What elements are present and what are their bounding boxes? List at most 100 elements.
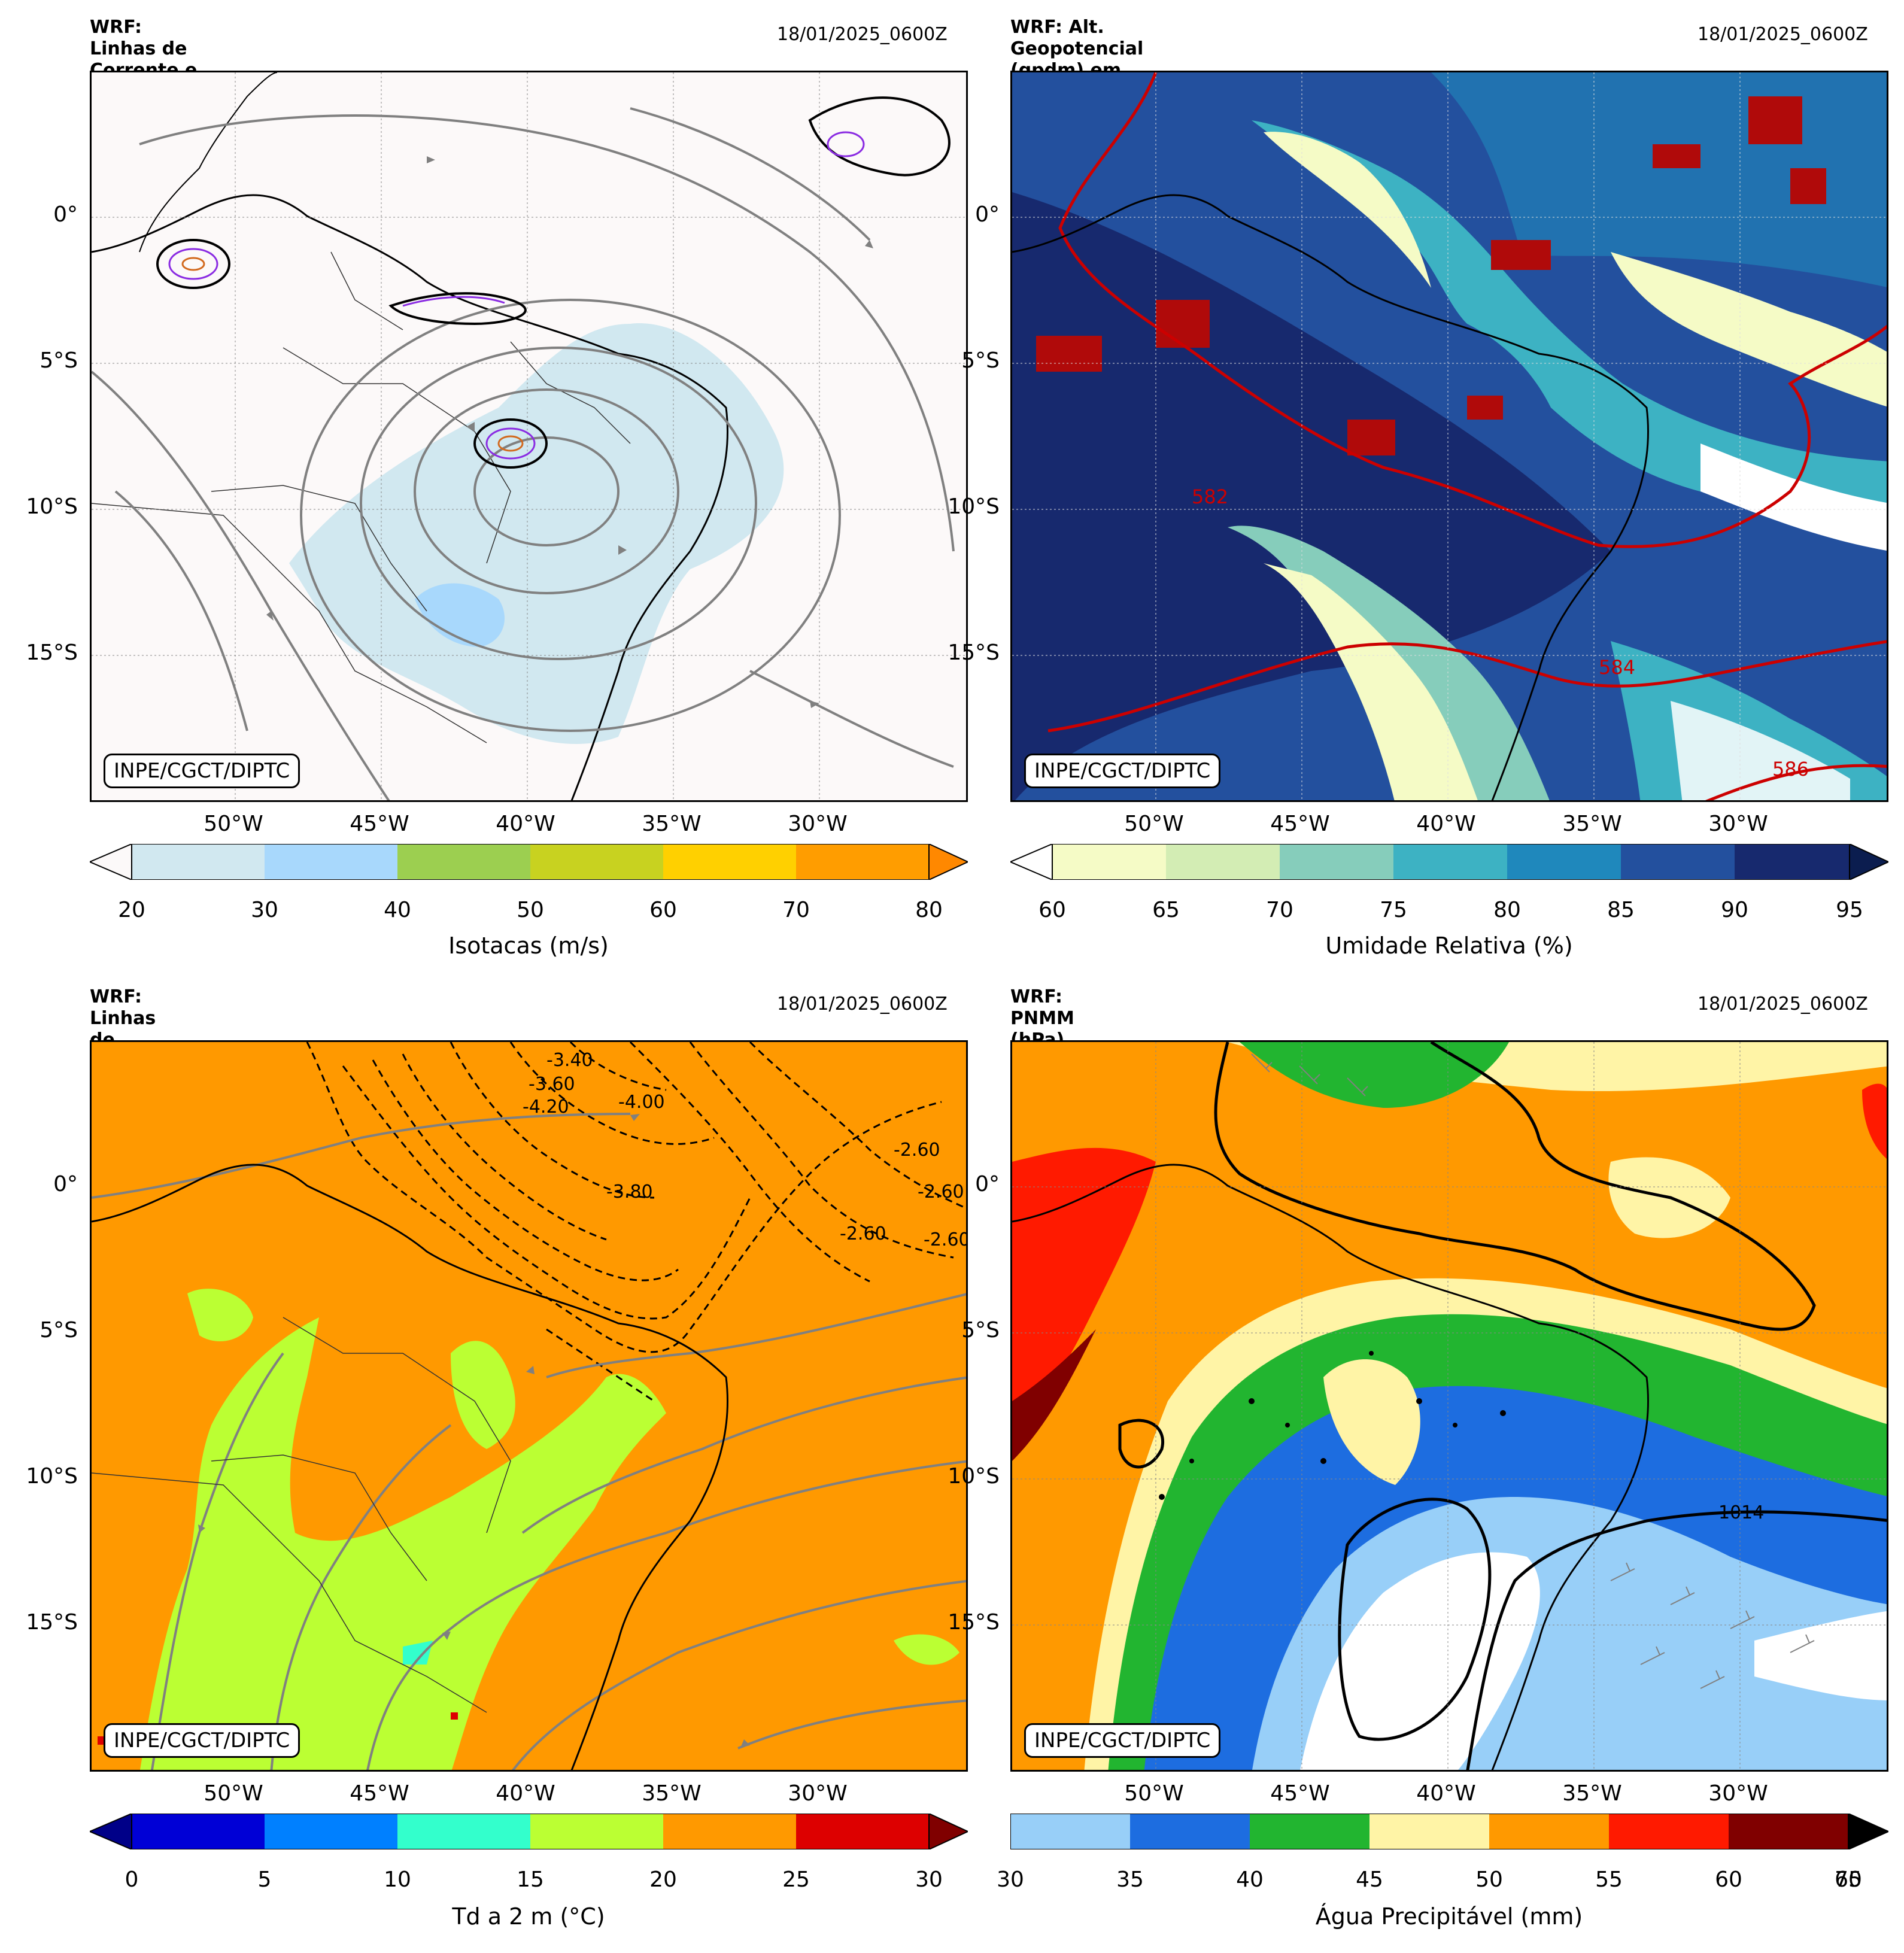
cb-tick: 5 [257,1867,272,1892]
colorbar-label: Td a 2 m (°C) [452,1903,605,1930]
contour-label: -2.60 [840,1223,886,1244]
lon-label-30w: 30°W [788,812,848,836]
lon-label-30w: 30°W [1708,1781,1768,1806]
cb-tick: 70 [1835,1867,1862,1892]
contour-label: 586 [1772,758,1809,780]
cb-tick: 60 [1715,1867,1742,1892]
streamlines [92,107,955,800]
cb-tick: 15 [517,1867,544,1892]
lon-label-35w: 35°W [1562,1781,1622,1806]
panel-date: 18/01/2025_0600Z [1697,24,1868,45]
cb-tick: 50 [1475,1867,1503,1892]
lon-label-45w: 45°W [1270,812,1330,836]
map-area[interactable]: 582 584 586 INPE/CGCT/DIPTC [1010,71,1888,802]
lon-label-30w: 30°W [788,1781,848,1806]
contour-label: 582 [1192,485,1228,508]
cb-tick: 70 [782,898,810,922]
map-area[interactable]: -3.40 -3.60 -4.20 -4.00 -3.80 -2.60 -2.6… [90,1040,968,1772]
lat-label-15s: 15°S [26,640,78,665]
cb-tick: 30 [251,898,278,922]
cb-tick: 20 [649,1867,677,1892]
cb-tick: 0 [124,1867,139,1892]
lon-label-40w: 40°W [1416,1781,1476,1806]
colorbar [90,844,968,880]
cb-tick: 65 [1835,1867,1862,1892]
isotach-area-core [415,583,505,647]
isotach-area [289,323,784,744]
lat-label-5s: 5°S [961,1318,1000,1343]
lat-label-0: 0° [53,202,78,227]
cb-tick: 95 [1836,898,1863,922]
panel-date: 18/01/2025_0600Z [777,24,948,45]
contour-label: -3.40 [546,1050,593,1071]
cb-tick: 35 [1116,1867,1144,1892]
lat-label-10s: 10°S [948,1464,1000,1489]
cb-tick: 25 [782,1867,810,1892]
cb-tick: 40 [1236,1867,1264,1892]
lat-label-5s: 5°S [961,348,1000,373]
contour-label: -2.60 [924,1229,968,1250]
contour-label: -4.00 [618,1092,665,1113]
colorbar [1010,1814,1888,1849]
cb-tick: 70 [1266,898,1293,922]
cb-tick: 45 [1356,1867,1383,1892]
colorbar [1010,844,1888,880]
cb-tick: 55 [1595,1867,1623,1892]
cb-tick: 30 [915,1867,943,1892]
cb-tick: 85 [1607,898,1635,922]
lat-label-10s: 10°S [26,1464,78,1489]
cb-tick: 80 [1493,898,1521,922]
contour-label: -2.60 [918,1181,964,1202]
cb-tick: 75 [1380,898,1407,922]
cb-tick: 20 [118,898,145,922]
coastline-north [139,72,278,253]
lon-label-30w: 30°W [1708,812,1768,836]
cb-tick: 30 [997,1867,1024,1892]
panel-date: 18/01/2025_0600Z [1697,994,1868,1015]
lon-label-35w: 35°W [642,1781,702,1806]
lat-label-0: 0° [975,1172,1000,1196]
lat-label-15s: 15°S [26,1610,78,1635]
lat-label-10s: 10°S [948,494,1000,519]
lon-label-35w: 35°W [1562,812,1622,836]
lon-label-40w: 40°W [496,812,555,836]
contour-label: -3.80 [606,1181,653,1202]
lon-label-45w: 45°W [350,1781,409,1806]
lat-label-10s: 10°S [26,494,78,519]
lon-label-35w: 35°W [642,812,702,836]
cb-tick: 10 [384,1867,411,1892]
lon-label-50w: 50°W [204,812,263,836]
lon-label-40w: 40°W [496,1781,555,1806]
contour-label: -2.60 [894,1140,940,1161]
colorbar-label: Água Precipitável (mm) [1315,1903,1583,1930]
lat-label-15s: 15°S [948,1610,1000,1635]
lat-label-5s: 5°S [40,1318,78,1343]
colorbar-label: Umidade Relativa (%) [1325,933,1573,959]
streamlines [92,1113,966,1770]
cb-tick: 50 [517,898,544,922]
lon-label-45w: 45°W [350,812,409,836]
cb-tick: 60 [1038,898,1066,922]
contour-label: 1014 [1718,1502,1764,1523]
cb-tick: 60 [649,898,677,922]
lat-label-0: 0° [53,1172,78,1196]
map-area[interactable]: INPE/CGCT/DIPTC [90,71,968,802]
colorbar [90,1814,968,1849]
cb-tick: 80 [915,898,943,922]
credit-badge: INPE/CGCT/DIPTC [104,1723,300,1758]
cb-tick: 90 [1721,898,1748,922]
cb-tick: 65 [1152,898,1180,922]
lon-label-50w: 50°W [1124,812,1184,836]
panel-date: 18/01/2025_0600Z [777,994,948,1015]
cb-tick: 40 [384,898,411,922]
coastline [92,194,728,800]
lon-label-50w: 50°W [1124,1781,1184,1806]
contour-label: 584 [1599,656,1635,679]
lon-label-40w: 40°W [1416,812,1476,836]
lon-label-45w: 45°W [1270,1781,1330,1806]
contour-label: -3.60 [529,1074,575,1095]
credit-badge: INPE/CGCT/DIPTC [104,754,300,788]
lon-label-50w: 50°W [204,1781,263,1806]
credit-badge: INPE/CGCT/DIPTC [1024,754,1221,788]
map-area[interactable]: 1014 [1010,1040,1888,1772]
